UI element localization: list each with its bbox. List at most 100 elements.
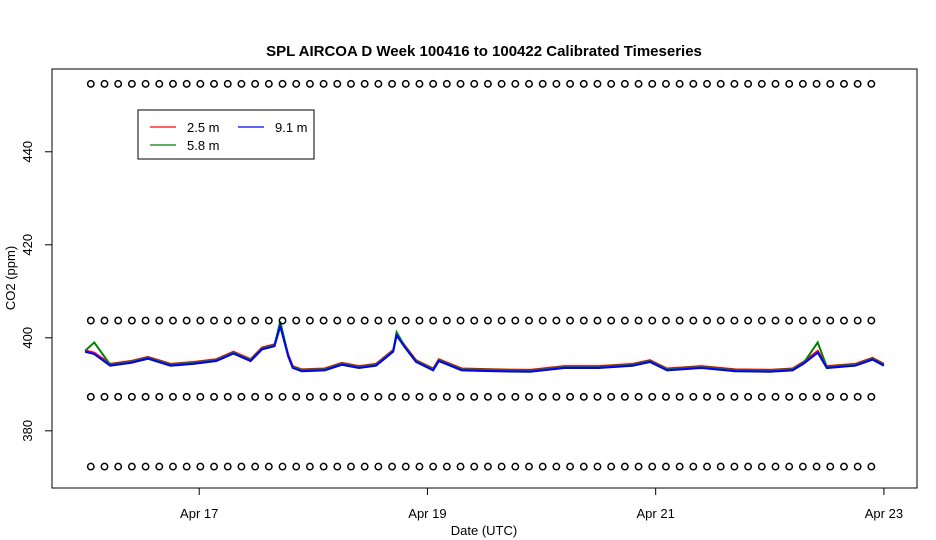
reference-point	[86, 392, 95, 401]
reference-point	[730, 392, 739, 401]
reference-point	[538, 392, 547, 401]
reference-point	[538, 316, 547, 325]
reference-point	[771, 316, 780, 325]
reference-point	[237, 79, 246, 88]
x-tick-label: Apr 17	[180, 506, 218, 521]
reference-point	[757, 79, 766, 88]
reference-point	[483, 462, 492, 471]
reference-point	[374, 392, 383, 401]
reference-point	[319, 79, 328, 88]
reference-point	[483, 316, 492, 325]
reference-point	[593, 316, 602, 325]
reference-point	[840, 462, 848, 471]
reference-point	[511, 462, 520, 471]
reference-point	[223, 462, 232, 471]
reference-point	[785, 79, 794, 88]
reference-point	[607, 316, 616, 325]
reference-point	[470, 316, 479, 325]
reference-point	[511, 79, 520, 88]
reference-point	[853, 462, 862, 471]
reference-point	[292, 392, 301, 401]
reference-point	[196, 462, 205, 471]
reference-point	[264, 392, 273, 401]
reference-point	[566, 462, 575, 471]
reference-point	[689, 392, 698, 401]
reference-point	[785, 462, 794, 471]
reference-point	[648, 79, 657, 88]
reference-point	[867, 392, 876, 401]
reference-point	[867, 79, 876, 88]
reference-point	[579, 316, 588, 325]
reference-point	[648, 392, 657, 401]
legend-label: 5.8 m	[187, 138, 220, 153]
reference-point	[703, 79, 711, 88]
reference-point	[360, 462, 369, 471]
reference-point	[319, 462, 328, 471]
reference-point	[182, 79, 191, 88]
reference-point	[661, 462, 670, 471]
reference-point	[237, 462, 246, 471]
reference-point	[703, 392, 711, 401]
reference-point	[141, 316, 150, 325]
reference-point	[675, 392, 684, 401]
reference-point	[374, 462, 383, 471]
reference-point	[661, 79, 670, 88]
reference-point	[251, 316, 260, 325]
reference-point	[812, 79, 821, 88]
reference-point	[305, 79, 314, 88]
reference-point	[401, 79, 410, 88]
reference-point	[744, 462, 753, 471]
reference-point	[675, 316, 684, 325]
reference-point	[840, 392, 848, 401]
legend: 2.5 m 5.8 m 9.1 m	[137, 109, 315, 160]
data-line	[84, 322, 885, 373]
reference-point	[347, 392, 355, 401]
x-tick-label: Apr 21	[637, 506, 675, 521]
reference-point	[771, 79, 780, 88]
reference-point	[360, 316, 369, 325]
reference-point	[429, 316, 438, 325]
chart-title: SPL AIRCOA D Week 100416 to 100422 Calib…	[266, 43, 702, 60]
reference-point	[169, 462, 177, 471]
reference-point	[388, 392, 397, 401]
reference-point	[538, 79, 547, 88]
plot-frame	[51, 68, 918, 489]
reference-point	[607, 462, 616, 471]
reference-point	[552, 316, 561, 325]
reference-point	[86, 462, 95, 471]
reference-point	[86, 79, 95, 88]
reference-point	[388, 79, 397, 88]
reference-point	[333, 79, 342, 88]
reference-point	[292, 79, 301, 88]
reference-point	[853, 392, 862, 401]
reference-point	[169, 316, 177, 325]
reference-point	[648, 462, 657, 471]
reference-point	[155, 462, 164, 471]
reference-point	[388, 316, 397, 325]
reference-point	[333, 392, 342, 401]
reference-point	[798, 392, 807, 401]
reference-point	[566, 79, 575, 88]
reference-point	[744, 79, 753, 88]
reference-point	[552, 392, 561, 401]
reference-point	[141, 462, 150, 471]
reference-point	[525, 316, 533, 325]
reference-point	[210, 462, 218, 471]
reference-point	[867, 462, 876, 471]
reference-point	[689, 79, 698, 88]
y-tick-label: 420	[20, 234, 35, 256]
reference-point	[100, 462, 109, 471]
reference-point	[278, 462, 287, 471]
reference-point	[566, 392, 575, 401]
reference-point	[415, 462, 424, 471]
reference-point	[757, 462, 766, 471]
reference-point	[169, 392, 177, 401]
reference-point	[620, 79, 629, 88]
reference-point	[442, 316, 451, 325]
reference-point	[785, 316, 794, 325]
reference-point	[483, 392, 492, 401]
reference-point	[497, 316, 506, 325]
reference-point	[620, 316, 629, 325]
reference-point	[812, 462, 821, 471]
reference-point	[292, 462, 301, 471]
